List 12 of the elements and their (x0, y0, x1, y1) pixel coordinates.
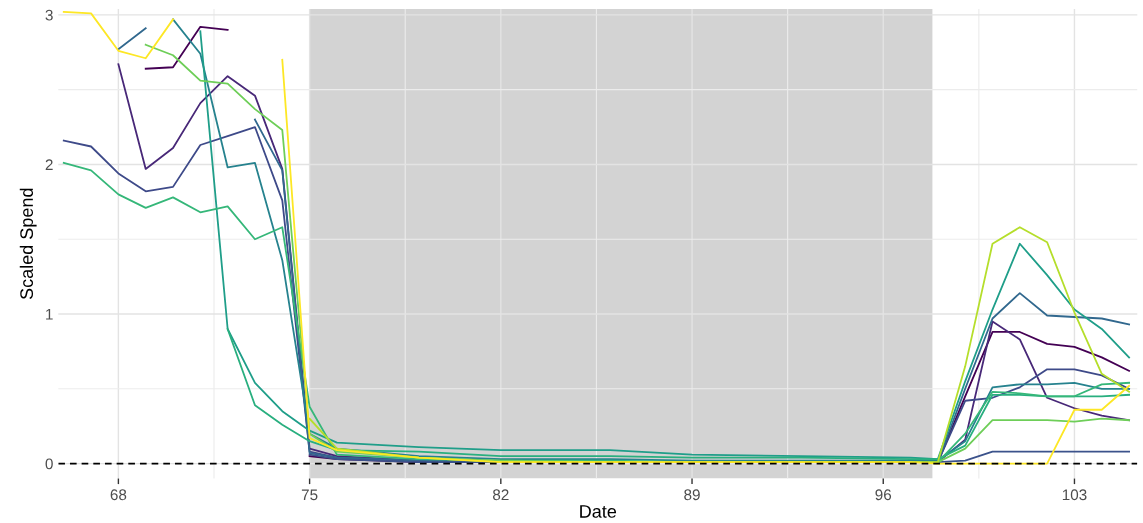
y-tick-label: 3 (45, 9, 53, 21)
x-tick-label: 75 (301, 489, 318, 501)
x-tick-label: 103 (1062, 489, 1087, 501)
x-tick-label: 68 (110, 489, 127, 501)
y-tick-label: 2 (45, 159, 53, 170)
y-tick-label: 0 (45, 458, 53, 470)
x-tick-label: 89 (684, 489, 700, 501)
x-axis-title: Date (580, 505, 617, 518)
y-axis-title: Scaled Spend (19, 188, 37, 300)
x-tick-label: 82 (492, 489, 509, 501)
x-tick-label: 96 (875, 489, 892, 501)
y-tick-label: 1 (46, 309, 53, 320)
